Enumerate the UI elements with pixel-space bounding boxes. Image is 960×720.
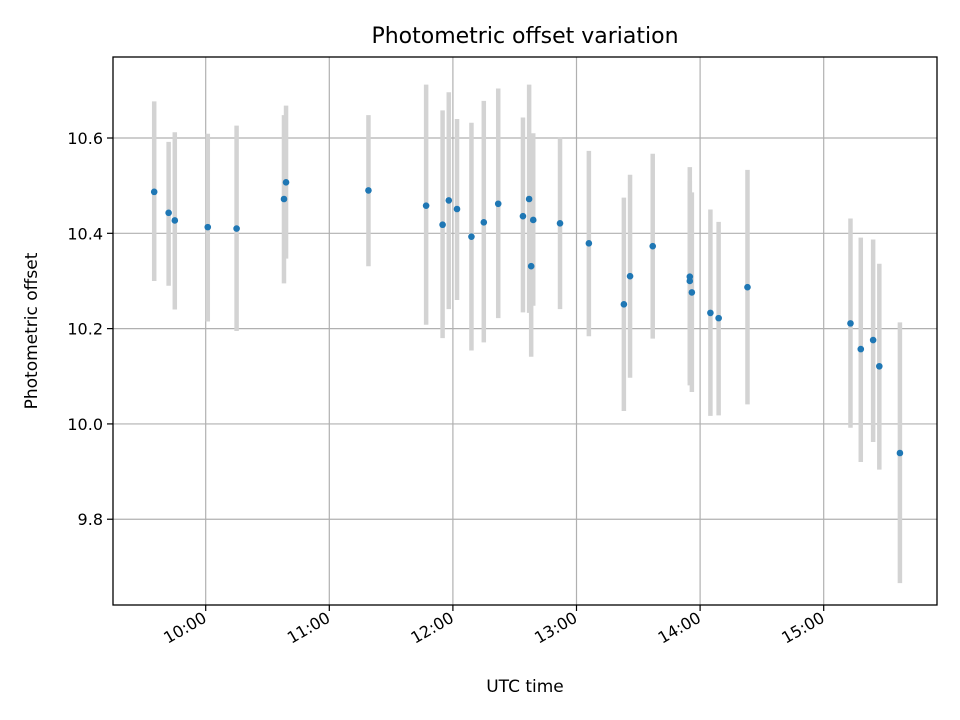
data-point xyxy=(453,205,461,213)
data-point xyxy=(204,223,212,231)
data-point xyxy=(869,336,877,344)
data-point xyxy=(857,345,865,353)
data-point xyxy=(280,195,288,203)
data-point xyxy=(585,240,593,247)
data-point xyxy=(527,262,535,270)
data-point xyxy=(620,301,628,308)
data-point xyxy=(688,289,696,296)
data-point xyxy=(165,209,172,217)
chart-title: Photometric offset variation xyxy=(371,24,678,49)
data-point xyxy=(626,272,634,280)
data-point xyxy=(282,179,290,186)
y-tick-label: 10.6 xyxy=(67,129,103,148)
data-point xyxy=(365,187,372,194)
plot-frame xyxy=(112,56,938,606)
y-tick-label: 10.2 xyxy=(67,320,103,339)
data-point xyxy=(556,220,564,227)
data-point xyxy=(847,320,854,327)
data-point xyxy=(707,309,714,317)
data-point xyxy=(649,242,657,250)
data-point xyxy=(171,217,179,224)
data-point xyxy=(896,449,904,457)
data-point xyxy=(686,277,694,285)
data-point xyxy=(494,200,502,208)
data-points xyxy=(150,179,904,457)
y-axis-label: Photometric offset xyxy=(22,252,42,409)
y-tick-label: 10.4 xyxy=(67,224,103,243)
data-point xyxy=(480,219,488,226)
data-point xyxy=(445,197,453,204)
data-point xyxy=(233,225,240,232)
data-point xyxy=(525,195,533,203)
data-point xyxy=(519,212,527,220)
x-axis-label: UTC time xyxy=(486,677,564,697)
data-point xyxy=(715,314,722,322)
data-point xyxy=(744,283,751,291)
y-tick-label: 10.0 xyxy=(67,415,103,434)
data-point xyxy=(876,362,883,370)
data-point xyxy=(529,216,537,224)
data-point xyxy=(439,221,446,229)
data-point xyxy=(468,233,475,240)
data-point xyxy=(422,202,430,209)
y-tick-label: 9.8 xyxy=(78,510,103,529)
data-point xyxy=(150,188,158,196)
